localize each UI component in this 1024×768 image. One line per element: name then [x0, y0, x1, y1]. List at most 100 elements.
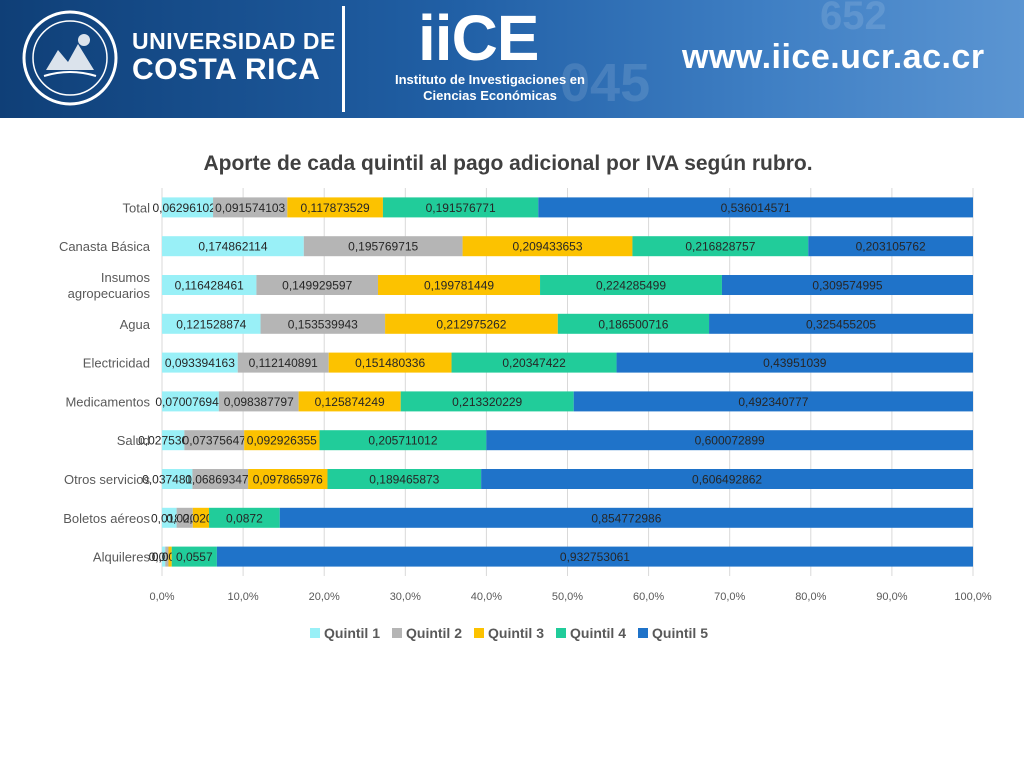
data-label: 0,212975262 — [436, 317, 506, 331]
university-line2: COSTA RICA — [132, 53, 321, 86]
data-label: 0,224285499 — [596, 279, 666, 293]
data-label: 0,205711012 — [368, 434, 438, 448]
data-label: 0,125874249 — [315, 395, 385, 409]
x-tick-label: 10,0% — [227, 591, 258, 603]
legend-item: Quintil 1 — [324, 625, 380, 641]
data-label: 0,309574995 — [812, 279, 882, 293]
category-label: Otros servicios — [64, 472, 150, 487]
category-label: Boletos aéreos — [63, 511, 150, 526]
data-label: 0,536014571 — [721, 201, 791, 215]
chart-category-labels: Total Canasta Básica Insumos agropecuarios A… — [59, 200, 151, 564]
university-name: UNIVERSIDAD DE COSTA RICA — [132, 30, 336, 85]
bar-segment — [287, 197, 383, 218]
bar-segment — [538, 197, 973, 218]
data-label: 0,932753061 — [560, 550, 630, 564]
category-label: Salud — [117, 433, 150, 448]
legend-item: Quintil 5 — [652, 625, 708, 641]
bar-segment — [192, 469, 249, 489]
data-label: 0,174862114 — [198, 240, 268, 254]
bar-segment — [632, 236, 809, 257]
data-label: 0,43951039 — [763, 356, 827, 370]
data-label: 0,098387797 — [224, 395, 294, 409]
bar-segment — [162, 391, 219, 412]
bar-segment — [184, 430, 245, 451]
bar-segment — [162, 275, 257, 295]
x-tick-label: 80,0% — [795, 591, 826, 603]
bar-segment — [382, 197, 539, 218]
bar-segment — [319, 430, 487, 451]
bar-segment — [162, 469, 193, 489]
data-label: 0,091574103 — [215, 201, 285, 215]
x-tick-label: 90,0% — [876, 591, 907, 603]
data-label: 0,093394163 — [165, 356, 235, 370]
data-label: 0,325455205 — [806, 317, 876, 331]
bar-segment — [162, 236, 304, 257]
data-label: 0,600072899 — [695, 434, 765, 448]
data-label: 0,213320229 — [452, 395, 522, 409]
data-label: 0,117873529 — [301, 201, 371, 215]
data-label: 0,209433653 — [512, 240, 582, 254]
bar-segment — [237, 352, 329, 373]
x-tick-label: 50,0% — [552, 591, 583, 603]
data-label: 0,151480336 — [355, 356, 425, 370]
x-tick-label: 100,0% — [954, 591, 992, 603]
legend-swatch — [310, 628, 320, 638]
data-label: 0,062961026 — [152, 201, 222, 215]
category-label: Agua — [120, 317, 151, 332]
x-tick-label: 30,0% — [390, 591, 421, 603]
bar-segment — [162, 313, 261, 334]
university-line1: UNIVERSIDAD DE — [132, 28, 336, 54]
institute-name: Instituto de Investigaciones en Ciencias… — [374, 72, 606, 104]
data-label: 0,07375647 — [183, 434, 247, 448]
category-label: Total — [123, 200, 151, 215]
bar-segment — [573, 391, 973, 412]
website-link[interactable]: www.iice.ucr.ac.cr — [682, 38, 985, 76]
bar-segment — [260, 313, 386, 334]
bar-segment — [192, 507, 210, 528]
data-label: 0,116428461 — [175, 279, 245, 293]
data-label: 0,606492862 — [692, 473, 762, 487]
ucr-seal-icon — [22, 10, 118, 106]
bar-segment — [165, 546, 169, 567]
legend-item: Quintil 4 — [570, 625, 626, 641]
institute-line1: Instituto de Investigaciones en — [395, 72, 585, 87]
category-label: Electricidad — [83, 356, 150, 371]
bar-segment — [162, 507, 177, 528]
legend-swatch — [638, 628, 648, 638]
banner-decoration: 652 — [820, 0, 887, 38]
category-label: Alquileres — [93, 550, 151, 565]
bar-segment — [279, 507, 973, 528]
bar-segment — [218, 391, 299, 412]
data-label: 0,216828757 — [685, 240, 755, 254]
bar-segment — [162, 430, 185, 451]
x-tick-label: 20,0% — [309, 591, 340, 603]
legend-item: Quintil 2 — [406, 625, 462, 641]
data-label: 0,153539943 — [288, 317, 358, 331]
banner-decoration: 045 — [560, 53, 651, 113]
data-label: 0,195769715 — [348, 240, 418, 254]
x-tick-label: 70,0% — [714, 591, 745, 603]
bar-segment — [303, 236, 463, 257]
header-banner: 045 652 UNIVERSIDAD DE COSTA RICA iiCE I… — [0, 0, 1024, 118]
bar-segment — [540, 275, 722, 295]
data-label: 0,112140891 — [249, 356, 319, 370]
data-label: 0,0872 — [226, 511, 263, 525]
data-label: 0,149929597 — [282, 279, 352, 293]
bar-segment — [244, 430, 320, 451]
bar-segment — [298, 391, 401, 412]
data-label: 0,492340777 — [738, 395, 808, 409]
bar-segment — [256, 275, 379, 295]
bar-segment — [400, 391, 574, 412]
data-label: 0,20347422 — [502, 356, 566, 370]
category-label: Medicamentos — [65, 394, 150, 409]
x-tick-label: 60,0% — [633, 591, 664, 603]
data-label: 0,121528874 — [176, 317, 246, 331]
bar-segment — [162, 546, 166, 567]
bar-segment — [162, 352, 238, 373]
bar-segment — [378, 275, 541, 295]
bar-segment — [486, 430, 973, 451]
bar-segment — [213, 197, 288, 218]
bar-segment — [462, 236, 633, 257]
bar-segment — [176, 507, 193, 528]
